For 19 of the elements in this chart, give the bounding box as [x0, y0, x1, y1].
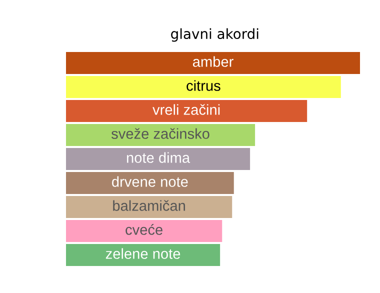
chart-title: glavni akordi — [171, 28, 258, 42]
bar — [66, 76, 341, 98]
y-tick-label: balzamičan — [113, 200, 185, 211]
bar — [66, 196, 232, 218]
bar — [66, 220, 222, 242]
bar — [66, 100, 308, 122]
bar — [66, 172, 234, 194]
bar — [66, 124, 256, 146]
y-tick-label: note dima — [126, 152, 190, 163]
y-tick-label: vreli začini — [152, 104, 220, 115]
bar — [66, 148, 250, 170]
y-tick-label: sveže začinsko — [111, 128, 210, 139]
y-tick-label: amber — [192, 56, 234, 67]
bar — [66, 244, 220, 266]
y-tick-label: drvene note — [112, 176, 188, 187]
y-tick-label: zelene note — [106, 248, 180, 259]
y-tick-label: cveće — [126, 224, 162, 235]
y-tick-label: citrus — [186, 80, 220, 91]
bar — [66, 52, 360, 74]
